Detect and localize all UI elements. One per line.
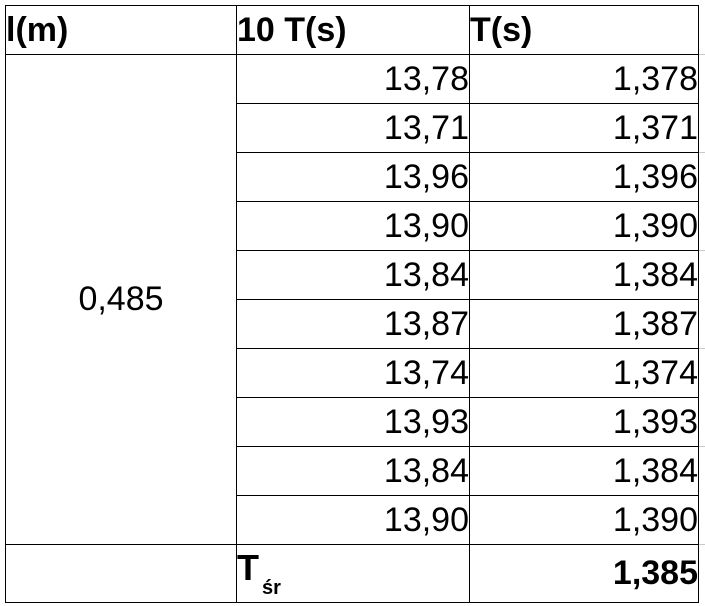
period-cell[interactable]: 1,393 [469, 397, 699, 447]
ten-periods-cell[interactable]: 13,84 [236, 250, 470, 300]
table-row: 0,485 13,78 1,378 [5, 54, 699, 545]
table-row: 13,87 1,387 [6, 299, 699, 349]
ten-periods-cell[interactable]: 13,96 [236, 152, 470, 202]
period-cell[interactable]: 1,374 [469, 348, 699, 398]
average-value-cell[interactable]: 1,385 [469, 544, 699, 603]
period-cell[interactable]: 1,396 [469, 152, 699, 202]
average-symbol: T [237, 547, 260, 588]
period-cell[interactable]: 1,371 [469, 103, 699, 153]
ten-periods-cell[interactable]: 13,84 [236, 446, 470, 496]
table-body: l(m) 10 T(s) T(s) 0,485 13,78 1,378 13,7… [5, 5, 699, 603]
period-cell[interactable]: 1,378 [469, 54, 699, 104]
gridline-stub [699, 446, 705, 447]
measurement-table: l(m) 10 T(s) T(s) 0,485 13,78 1,378 13,7… [5, 5, 699, 603]
header-ten-periods[interactable]: 10 T(s) [236, 5, 470, 55]
ten-periods-cell[interactable]: 13,71 [236, 103, 470, 153]
table-row: 13,84 1,384 [6, 446, 699, 496]
table-row: 13,90 1,390 [6, 495, 699, 545]
ten-periods-cell[interactable]: 13,87 [236, 299, 470, 349]
table-row: 13,71 1,371 [6, 103, 699, 153]
empty-cell[interactable] [5, 544, 237, 603]
gridline-stub [699, 348, 705, 349]
header-row: l(m) 10 T(s) T(s) [5, 5, 699, 55]
gridline-stub [699, 152, 705, 153]
header-length[interactable]: l(m) [5, 5, 237, 55]
length-value-cell[interactable]: 0,485 [5, 54, 237, 545]
period-cell[interactable]: 1,384 [469, 446, 699, 496]
gridline-stub [699, 250, 705, 251]
period-cell[interactable]: 1,390 [469, 201, 699, 251]
table-row: 13,93 1,393 [6, 397, 699, 447]
header-period[interactable]: T(s) [469, 5, 699, 55]
ten-periods-cell[interactable]: 13,90 [236, 201, 470, 251]
period-cell[interactable]: 1,384 [469, 250, 699, 300]
ten-periods-cell[interactable]: 13,78 [236, 54, 470, 104]
ten-periods-cell[interactable]: 13,90 [236, 495, 470, 545]
average-subscript: śr [262, 577, 281, 599]
table-row: 13,74 1,374 [6, 348, 699, 398]
table-row: 13,90 1,390 [6, 201, 699, 251]
gridline-stub [699, 54, 705, 55]
ten-periods-cell[interactable]: 13,74 [236, 348, 470, 398]
ten-periods-cell[interactable]: 13,93 [236, 397, 470, 447]
gridline-stub [699, 544, 705, 545]
period-cell[interactable]: 1,387 [469, 299, 699, 349]
period-cell[interactable]: 1,390 [469, 495, 699, 545]
